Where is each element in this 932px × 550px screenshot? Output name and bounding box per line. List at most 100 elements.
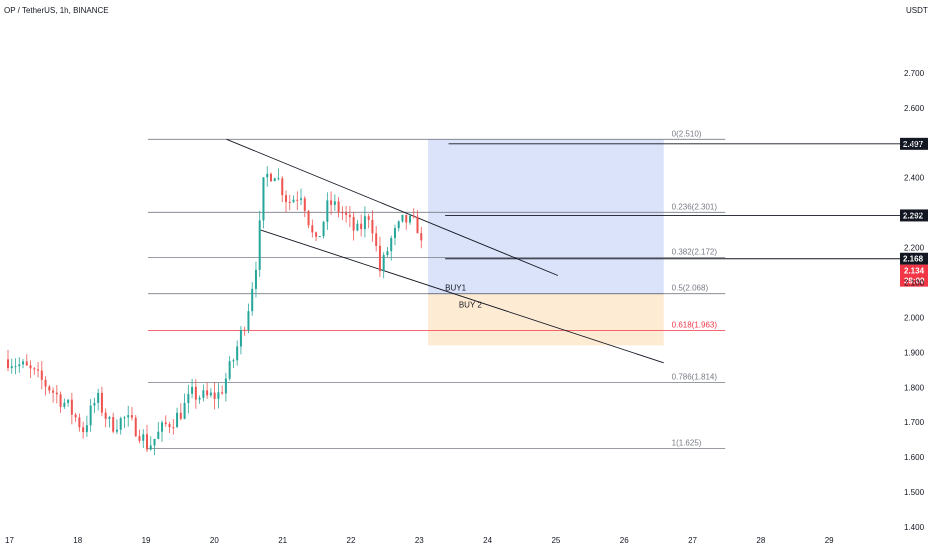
candle-100 (382, 252, 385, 279)
candle-body-34 (134, 417, 137, 437)
candle-body-13 (55, 392, 58, 395)
candle-body-32 (127, 415, 130, 418)
candle-body-60 (232, 360, 235, 362)
candle-54 (209, 388, 212, 398)
candle-0 (7, 349, 9, 372)
candle-body-58 (224, 378, 227, 394)
candle-body-82 (315, 232, 318, 237)
candle-body-77 (296, 199, 299, 201)
candle-body-43 (168, 424, 171, 428)
candle-94 (360, 214, 363, 237)
position-zones (428, 139, 664, 346)
candle-body-88 (337, 201, 340, 213)
candle-body-27 (108, 417, 111, 419)
candle-61 (236, 340, 239, 366)
candle-9 (40, 361, 43, 390)
candle-body-11 (48, 386, 51, 391)
y-tick-2: 2.500 (904, 139, 925, 148)
candle-32 (127, 405, 130, 427)
candle-body-41 (161, 422, 164, 432)
stop-zone (428, 293, 664, 346)
candle-33 (130, 407, 133, 421)
candle-body-19 (78, 417, 81, 428)
candle-53 (206, 382, 209, 399)
candle-body-23 (93, 402, 96, 406)
candle-body-45 (176, 412, 179, 428)
fib-label-2: 0.382(2.172) (672, 247, 718, 256)
candle-body-8 (37, 369, 40, 371)
candle-44 (172, 419, 175, 435)
candle-110 (420, 226, 423, 249)
y-tick-1: 2.600 (904, 104, 925, 113)
candle-body-4 (22, 361, 25, 365)
candle-body-31 (123, 417, 126, 419)
candle-body-90 (345, 212, 348, 215)
candle-body-50 (194, 386, 197, 400)
candle-77 (296, 191, 299, 211)
candle-body-24 (97, 392, 100, 403)
candle-59 (228, 356, 231, 381)
candle-body-46 (179, 412, 182, 419)
candle-body-87 (333, 201, 336, 205)
candle-69 (266, 166, 269, 187)
candle-14 (59, 391, 62, 413)
candle-30 (119, 416, 122, 435)
candle-body-109 (416, 216, 419, 234)
candle-body-98 (375, 233, 378, 246)
candle-46 (179, 403, 182, 421)
candle-72 (277, 168, 280, 181)
candle-body-6 (29, 365, 32, 369)
candle-body-66 (254, 269, 257, 289)
candle-2 (14, 358, 17, 375)
candle-85 (326, 192, 329, 230)
candle-body-84 (322, 221, 325, 237)
candle-body-94 (360, 223, 363, 230)
y-tick-8: 1.900 (904, 348, 925, 357)
candle-body-68 (262, 177, 265, 221)
candle-101 (386, 247, 389, 257)
candle-body-96 (367, 216, 370, 220)
y-tick-0: 2.700 (904, 69, 925, 78)
candle-50 (194, 379, 197, 409)
candle-body-44 (172, 427, 175, 429)
y-tick-5: 2.200 (904, 244, 925, 253)
candles (7, 166, 423, 456)
x-tick-0: 17 (5, 536, 14, 545)
candle-107 (408, 213, 411, 225)
candle-body-59 (228, 361, 231, 379)
trend-line-0 (226, 138, 559, 276)
candle-16 (67, 399, 70, 407)
candle-body-17 (70, 399, 73, 415)
candle-body-80 (307, 210, 310, 226)
candle-19 (78, 413, 81, 432)
candle-body-52 (202, 390, 205, 398)
candle-body-105 (401, 214, 404, 222)
candle-76 (292, 195, 295, 203)
candle-body-20 (82, 427, 85, 433)
candle-45 (176, 407, 179, 428)
x-tick-11: 28 (756, 536, 765, 545)
candle-29 (115, 419, 118, 434)
candle-63 (243, 326, 246, 336)
candle-89 (341, 206, 344, 221)
candle-body-14 (59, 394, 62, 407)
candle-28 (112, 412, 115, 434)
fib-label-1: 0.236(2.301) (672, 202, 718, 211)
candle-body-47 (183, 403, 186, 419)
price-tag-label-1: 2.292 (903, 211, 924, 220)
candle-body-51 (198, 397, 201, 400)
candle-body-89 (341, 212, 344, 214)
candle-15 (63, 398, 66, 409)
candle-body-101 (386, 251, 389, 256)
candle-body-38 (149, 445, 152, 450)
candle-body-40 (157, 431, 160, 439)
y-tick-12: 1.500 (904, 488, 925, 497)
candle-82 (315, 231, 318, 242)
countdown-label: 39:00 (904, 277, 925, 286)
candle-body-86 (330, 200, 333, 205)
candle-109 (416, 210, 419, 234)
x-tick-4: 21 (278, 536, 287, 545)
candle-36 (142, 429, 145, 449)
